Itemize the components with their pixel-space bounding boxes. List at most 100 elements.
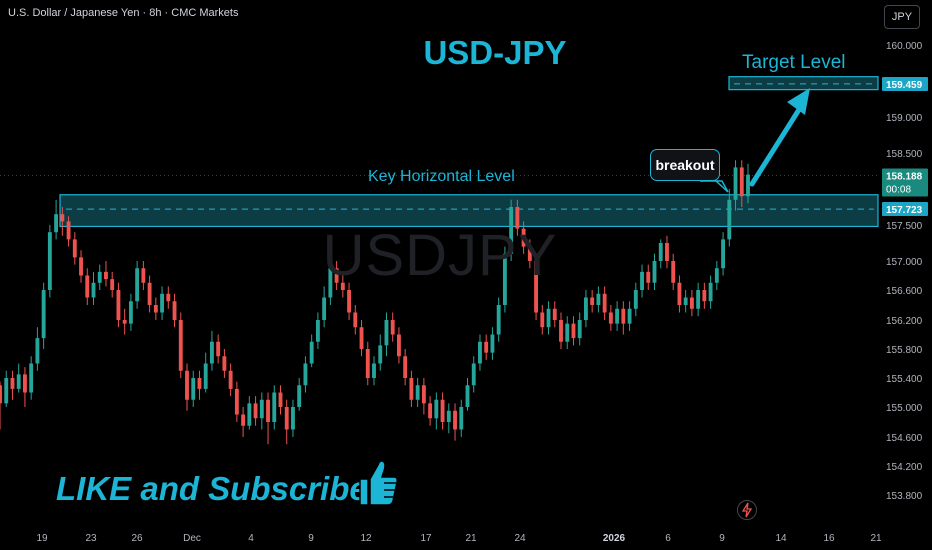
candle-body: [29, 363, 34, 393]
candle-body: [23, 374, 27, 393]
candle-body: [440, 399, 445, 422]
candle-body: [652, 261, 657, 283]
symbol-header[interactable]: U.S. Dollar / Japanese Yen · 8h · CMC Ma…: [8, 7, 239, 19]
x-axis-tick: 21: [870, 533, 882, 544]
candle-body: [60, 214, 65, 222]
candle-body: [353, 312, 358, 328]
candle-body: [746, 174, 750, 197]
candle-body: [41, 290, 46, 339]
candle-body: [291, 407, 295, 430]
candle-body: [559, 320, 563, 342]
candle-body: [496, 305, 501, 335]
candle-body: [228, 370, 233, 389]
candle-body: [322, 297, 327, 320]
candle-body: [315, 320, 320, 342]
candle-body: [465, 385, 470, 407]
candle-body: [727, 199, 732, 240]
candle-body: [185, 370, 189, 400]
candle-body: [677, 282, 682, 305]
y-axis-tick: 153.800: [886, 491, 923, 502]
candle-body: [141, 268, 146, 283]
candle-body: [178, 320, 183, 371]
candle-body: [484, 341, 489, 353]
x-axis-tick: 12: [360, 533, 372, 544]
candle-body: [372, 363, 376, 378]
candle-body: [47, 232, 52, 290]
y-axis-tick: 160.000: [886, 41, 923, 52]
candle-body: [696, 290, 701, 309]
candle-body: [4, 378, 9, 404]
candle-body: [708, 282, 713, 302]
y-axis-tick: 156.600: [886, 286, 923, 297]
candle-body: [633, 290, 638, 309]
candle-body: [571, 323, 576, 339]
x-axis-tick: 6: [665, 533, 671, 544]
candle-body: [434, 399, 439, 419]
candle-body: [79, 257, 83, 276]
candle-body: [54, 214, 59, 233]
currency-button[interactable]: JPY: [884, 5, 920, 29]
candle-body: [590, 297, 595, 305]
x-axis-tick: 19: [36, 533, 48, 544]
candle-body: [10, 378, 15, 389]
candle-body: [471, 363, 476, 386]
candle-body: [66, 221, 71, 240]
candle-body: [297, 385, 302, 407]
candle-body: [128, 301, 133, 324]
x-axis-tick: 4: [248, 533, 254, 544]
candle-body: [116, 290, 121, 320]
candle-body: [721, 239, 725, 269]
candle-body: [378, 345, 383, 364]
price-label: 157.723: [886, 205, 923, 216]
x-axis-tick: 26: [131, 533, 143, 544]
y-axis-tick: 156.200: [886, 316, 923, 327]
thumbs-up-icon: [359, 460, 398, 506]
candle-body: [621, 308, 626, 324]
x-axis-tick: 16: [823, 533, 835, 544]
candle-body: [340, 282, 345, 290]
candle-body: [502, 253, 507, 305]
candle-body: [702, 290, 707, 302]
candle-body: [104, 271, 108, 280]
candle-body: [689, 297, 694, 309]
chart-title: USD-JPY: [423, 34, 567, 71]
candle-body: [266, 399, 270, 422]
candle-body: [552, 308, 557, 320]
like-subscribe-text: LIKE and Subscribe: [56, 470, 368, 507]
symbol-watermark: USDJPY: [322, 223, 558, 288]
x-axis-tick: 24: [514, 533, 526, 544]
candle-body: [428, 403, 433, 419]
x-axis-tick: 17: [420, 533, 432, 544]
candle-body: [646, 271, 651, 283]
price-label: 159.459: [886, 80, 923, 91]
x-axis-tick: 21: [465, 533, 477, 544]
candle-body: [191, 378, 196, 400]
candle-body: [210, 341, 214, 364]
candle-body: [577, 320, 582, 339]
candle-body: [403, 356, 408, 378]
candle-body: [671, 261, 676, 283]
candle-body: [259, 399, 264, 419]
price-badge-last: [882, 168, 928, 197]
candle-body: [197, 378, 202, 389]
candle-body: [110, 279, 115, 290]
x-axis-tick: 9: [719, 533, 725, 544]
candle-body: [247, 403, 252, 426]
target-arrow-head: [787, 88, 810, 115]
candle-body: [278, 392, 283, 407]
candle-body: [97, 271, 102, 283]
candle-body: [166, 293, 171, 302]
candle-body: [347, 290, 351, 313]
candle-body: [397, 334, 401, 357]
candle-body: [122, 320, 127, 324]
candle-body: [390, 320, 395, 335]
candle-body: [359, 327, 364, 349]
x-axis-tick: 14: [775, 533, 787, 544]
lightning-icon[interactable]: [737, 500, 757, 520]
y-axis-tick: 158.500: [886, 149, 923, 160]
price-badge-target: [882, 76, 928, 91]
candle-body: [216, 341, 221, 357]
breakout-pointer: [700, 180, 729, 193]
